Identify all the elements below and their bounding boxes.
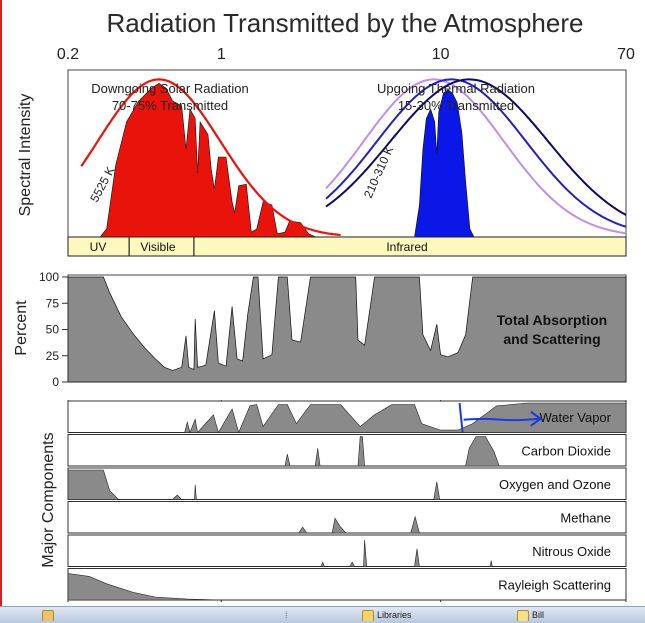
folder-icon xyxy=(42,609,54,621)
chart-title: Radiation Transmitted by the Atmosphere xyxy=(107,8,584,38)
components-y-label: Major Components xyxy=(40,432,57,567)
y-tick-label: 0 xyxy=(52,375,59,389)
document-icon xyxy=(517,609,529,621)
component-row: Nitrous Oxide xyxy=(67,534,627,567)
x-tick-label: 0.2 xyxy=(57,46,79,63)
taskbar: ⁞ Libraries Bill xyxy=(0,606,645,623)
libraries-icon xyxy=(362,609,374,621)
component-label: Methane xyxy=(560,511,611,526)
y-tick-label: 25 xyxy=(46,349,60,363)
taskbar-folder-button[interactable] xyxy=(42,609,82,621)
solar-blackbody-curve xyxy=(80,78,341,237)
band-dividers xyxy=(128,237,195,256)
annotation-arrow-head xyxy=(530,410,543,427)
component-frame xyxy=(67,568,627,601)
taskbar-bill-button[interactable]: Bill xyxy=(517,609,607,621)
total-panel-label-line2: and Scattering xyxy=(503,331,600,347)
total-absorption-area xyxy=(67,276,627,383)
taskbar-libraries-label: Libraries xyxy=(377,610,412,620)
y-tick-label: 50 xyxy=(46,323,60,337)
x-tick-label: 70 xyxy=(617,46,635,63)
component-frame xyxy=(67,534,627,567)
taskbar-libraries-button[interactable]: Libraries xyxy=(362,609,452,621)
x-tick-label: 10 xyxy=(432,46,450,63)
thermal-blackbody-curve xyxy=(325,78,627,228)
component-absorption-area xyxy=(67,573,626,601)
component-label: Water Vapor xyxy=(539,410,611,425)
component-row: Water Vapor xyxy=(67,400,627,434)
component-row: Oxygen and Ozone xyxy=(67,467,627,500)
band-strip xyxy=(67,236,627,257)
component-absorption-area xyxy=(68,515,626,534)
component-absorption-area xyxy=(68,539,626,567)
thermal-title: Upgoing Thermal Radiation xyxy=(377,81,535,96)
x-tick-label: 1 xyxy=(217,46,226,63)
total-panel-label-line1: Total Absorption xyxy=(497,312,607,328)
total-absorption-panel: 100 75 50 25 0 Total Absorption and Scatteri… xyxy=(13,270,627,389)
taskbar-bill-label: Bill xyxy=(532,610,545,620)
component-absorption-area xyxy=(67,469,626,500)
taskbar-grip: ⁞ xyxy=(285,610,288,620)
annotation-arrow-line xyxy=(463,417,539,422)
thermal-subtitle: 15-30% Transmitted xyxy=(398,98,514,113)
major-components-panel: Water Vapor Carbon Dioxide Oxygen and Ozon… xyxy=(40,400,627,601)
component-label: Rayleigh Scattering xyxy=(498,578,611,593)
total-absorption-marks xyxy=(67,276,627,383)
y-tick-label: 75 xyxy=(46,296,60,310)
spectrum-y-label: Spectral Intensity xyxy=(17,94,34,217)
solar-subtitle: 70-75% Transmitted xyxy=(112,98,228,113)
thermal-blackbody-curve xyxy=(325,78,627,235)
thermal-transmitted-area xyxy=(414,89,475,238)
component-label: Nitrous Oxide xyxy=(532,544,611,559)
component-absorption-area xyxy=(68,436,626,467)
percent-y-label: Percent xyxy=(13,300,30,356)
solar-title: Downgoing Solar Radiation xyxy=(91,81,249,96)
component-row: Methane xyxy=(67,501,627,534)
component-row: Rayleigh Scattering xyxy=(67,568,627,601)
component-frame xyxy=(67,501,627,534)
solar-transmitted-area xyxy=(99,83,317,238)
component-absorption-area xyxy=(68,402,627,434)
spectrum-panel: UV Visible Infrared Downgoing Solar Radi… xyxy=(17,69,627,257)
thermal-blackbody-curve xyxy=(325,78,627,216)
band-label-visible: Visible xyxy=(140,240,175,254)
annotation-stroke xyxy=(458,402,464,433)
component-label: Oxygen and Ozone xyxy=(499,477,611,492)
component-rows: Water Vapor Carbon Dioxide Oxygen and Ozon… xyxy=(67,400,627,601)
window-border xyxy=(0,0,2,606)
percent-axis-ticks: 100 75 50 25 0 xyxy=(39,270,68,389)
band-label-uv: UV xyxy=(90,240,107,254)
component-row: Carbon Dioxide xyxy=(67,434,627,467)
component-label: Carbon Dioxide xyxy=(521,444,611,459)
spectrum-marks xyxy=(80,78,627,238)
component-frame xyxy=(67,434,627,467)
y-tick-label: 100 xyxy=(39,270,59,284)
band-label-infrared: Infrared xyxy=(386,240,427,254)
atmosphere-transmission-chart: Radiation Transmitted by the Atmosphere … xyxy=(13,8,635,602)
